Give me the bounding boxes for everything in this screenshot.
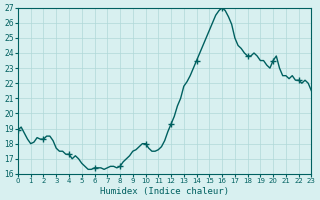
X-axis label: Humidex (Indice chaleur): Humidex (Indice chaleur) — [100, 187, 229, 196]
